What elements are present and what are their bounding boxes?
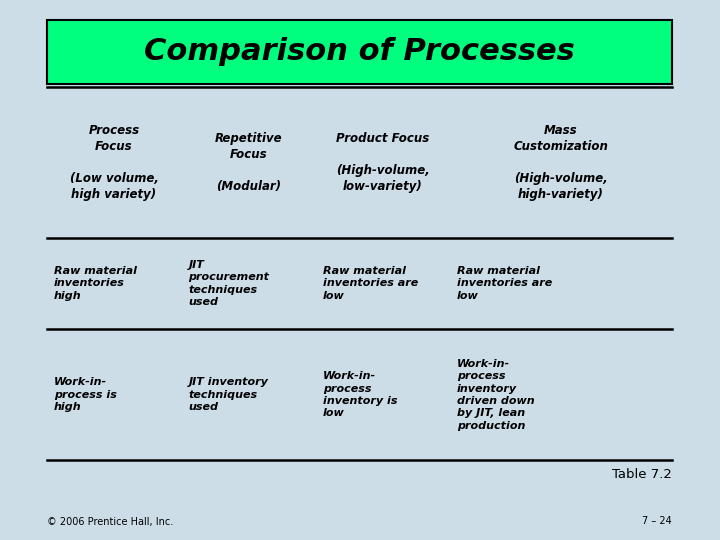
- Text: 7 – 24: 7 – 24: [642, 516, 672, 526]
- Text: Raw material
inventories
high: Raw material inventories high: [54, 266, 137, 301]
- Text: Raw material
inventories are
low: Raw material inventories are low: [457, 266, 552, 301]
- Text: Comparison of Processes: Comparison of Processes: [144, 37, 575, 66]
- Text: Work-in-
process is
high: Work-in- process is high: [54, 377, 117, 412]
- Text: Raw material
inventories are
low: Raw material inventories are low: [323, 266, 418, 301]
- Text: JIT
procurement
techniques
used: JIT procurement techniques used: [189, 260, 269, 307]
- Text: © 2006 Prentice Hall, Inc.: © 2006 Prentice Hall, Inc.: [47, 516, 173, 526]
- Text: Product Focus

(High-volume,
low-variety): Product Focus (High-volume, low-variety): [336, 132, 430, 193]
- Text: Mass
Customization

(High-volume,
high-variety): Mass Customization (High-volume, high-va…: [513, 124, 608, 201]
- Text: JIT inventory
techniques
used: JIT inventory techniques used: [189, 377, 269, 412]
- Text: Repetitive
Focus

(Modular): Repetitive Focus (Modular): [215, 132, 282, 193]
- Text: Work-in-
process
inventory
driven down
by JIT, lean
production: Work-in- process inventory driven down b…: [457, 359, 535, 431]
- FancyBboxPatch shape: [47, 20, 672, 84]
- Text: Work-in-
process
inventory is
low: Work-in- process inventory is low: [323, 371, 397, 418]
- Text: Table 7.2: Table 7.2: [612, 468, 672, 481]
- Text: Process
Focus

(Low volume,
high variety): Process Focus (Low volume, high variety): [70, 124, 158, 201]
